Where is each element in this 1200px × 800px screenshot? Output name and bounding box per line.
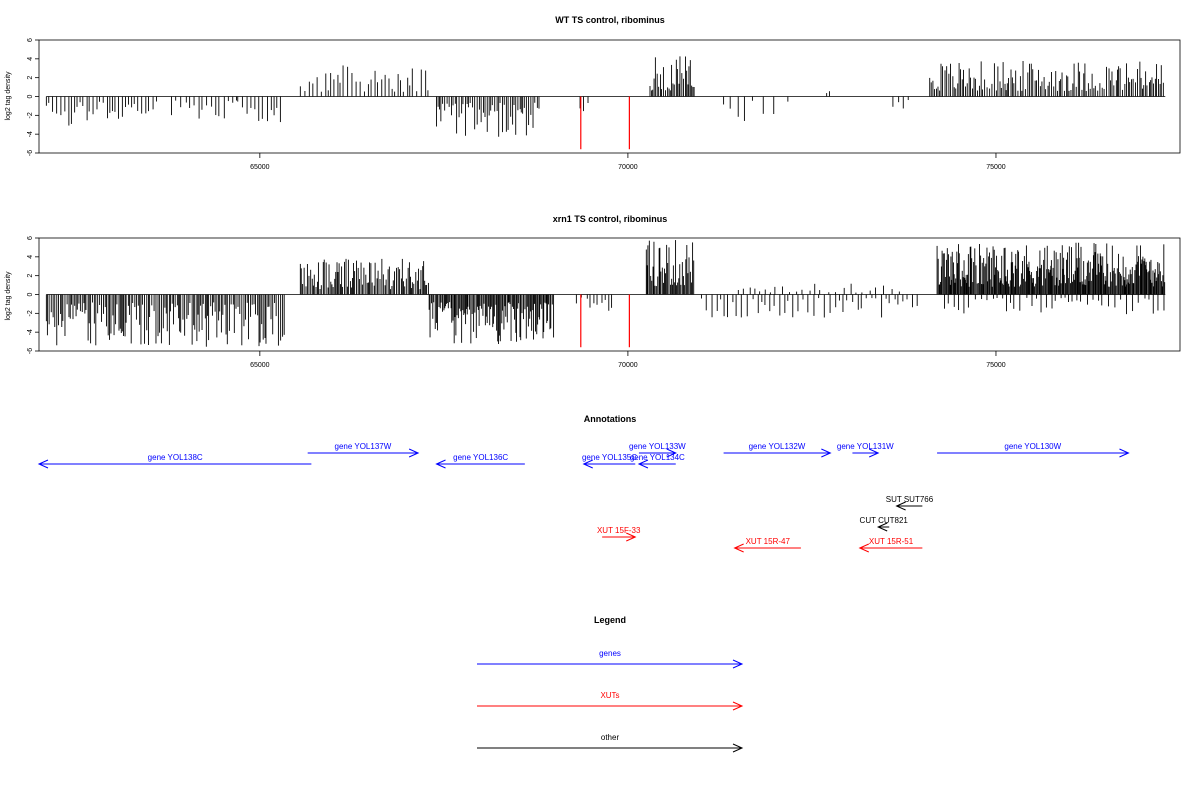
feature-arrowhead — [876, 522, 888, 532]
feature-gene-yol137w: gene YOL137W — [307, 442, 420, 458]
feature-label: gene YOL133W — [629, 442, 686, 451]
xrn1-y-axis: -6 -4 -2 0 2 4 6 — [27, 236, 39, 354]
feature-gene-yol130w: gene YOL130W — [937, 442, 1130, 458]
legend-entry-genes: genes — [477, 649, 744, 669]
feature-cut-cut821: CUT CUT821 — [860, 516, 909, 532]
feature-label: XUT 15F-33 — [597, 526, 641, 535]
wt-y-axis: -6 -4 -2 0 2 4 6 — [27, 38, 39, 156]
feature-label: gene YOL131W — [837, 442, 894, 451]
feature-arrowhead — [435, 459, 446, 469]
annotation-features: gene YOL138C gene YOL137W gene YOL136C gene… — [37, 442, 1130, 553]
wt-bars — [45, 56, 1166, 150]
legend-label: other — [601, 733, 620, 742]
feature-label: gene YOL136C — [453, 453, 508, 462]
feature-label: gene YOL132W — [749, 442, 806, 451]
feature-arrowhead — [733, 543, 744, 553]
y-tick-label: 6 — [27, 38, 34, 42]
x-tick-label: 70000 — [618, 164, 638, 171]
x-tick-label: 65000 — [250, 164, 270, 171]
legend-arrowhead — [732, 701, 744, 711]
legend-label: XUTs — [600, 691, 619, 700]
legend: Legend genes XUTs other — [477, 615, 744, 753]
xrn1-x-axis: 65000 70000 75000 — [250, 351, 1006, 369]
wt-density-panel: WT TS control, ribominus log2 tag densit… — [5, 15, 1181, 171]
feature-arrowhead — [1119, 448, 1130, 458]
y-tick-label: -4 — [27, 329, 34, 335]
feature-label: XUT 15R-51 — [869, 537, 914, 546]
feature-arrowhead — [666, 448, 677, 458]
feature-arrowhead — [582, 459, 593, 469]
y-tick-label: 2 — [27, 76, 34, 80]
y-tick-label: -6 — [27, 150, 34, 156]
feature-label: XUT 15R-47 — [746, 537, 791, 546]
feature-xut-15r-47: XUT 15R-47 — [733, 537, 801, 553]
annotations-title: Annotations — [584, 414, 637, 424]
feature-label: gene YOL134C — [630, 453, 685, 462]
feature-label: gene YOL137W — [335, 442, 392, 451]
y-tick-label: -6 — [27, 348, 34, 354]
xrn1-density-panel: xrn1 TS control, ribominus log2 tag dens… — [5, 214, 1181, 369]
feature-xut-15r-51: XUT 15R-51 — [858, 537, 923, 553]
x-tick-label: 75000 — [986, 164, 1006, 171]
feature-gene-yol136c: gene YOL136C — [435, 453, 525, 469]
feature-arrowhead — [868, 448, 880, 458]
y-tick-label: 6 — [27, 236, 34, 240]
feature-arrowhead — [626, 532, 637, 542]
feature-gene-yol131w: gene YOL131W — [837, 442, 894, 458]
feature-sut-sut766: SUT SUT766 — [886, 495, 934, 511]
wt-panel-title: WT TS control, ribominus — [555, 15, 665, 25]
xrn1-y-axis-label: log2 tag density — [5, 271, 12, 321]
y-tick-label: 0 — [27, 292, 34, 296]
feature-xut-15f-33: XUT 15F-33 — [597, 526, 641, 542]
feature-gene-yol132w: gene YOL132W — [723, 442, 832, 458]
xrn1-panel-title: xrn1 TS control, ribominus — [553, 214, 668, 224]
x-tick-label: 70000 — [618, 362, 638, 369]
legend-arrowhead — [732, 743, 744, 753]
y-tick-label: 4 — [27, 57, 34, 61]
feature-gene-yol135c: gene YOL135C — [582, 453, 637, 469]
feature-label: SUT SUT766 — [886, 495, 934, 504]
legend-title: Legend — [594, 615, 626, 625]
legend-entries: genes XUTs other — [477, 649, 744, 753]
y-tick-label: 0 — [27, 94, 34, 98]
feature-arrowhead — [408, 448, 420, 458]
feature-arrowhead — [895, 501, 906, 511]
y-tick-label: 4 — [27, 255, 34, 259]
feature-arrowhead — [637, 459, 649, 469]
feature-label: gene YOL138C — [148, 453, 203, 462]
xrn1-bars — [45, 240, 1166, 348]
feature-arrowhead — [37, 459, 49, 469]
legend-entry-other: other — [477, 733, 744, 753]
legend-entry-xuts: XUTs — [477, 691, 744, 711]
y-tick-label: -4 — [27, 131, 34, 137]
feature-arrowhead — [821, 448, 832, 458]
legend-arrowhead — [732, 659, 744, 669]
y-tick-label: 2 — [27, 274, 34, 278]
feature-arrowhead — [858, 543, 869, 553]
y-tick-label: -2 — [27, 112, 34, 118]
x-tick-label: 75000 — [986, 362, 1006, 369]
feature-label: CUT CUT821 — [860, 516, 909, 525]
y-tick-label: -2 — [27, 310, 34, 316]
feature-gene-yol133w: gene YOL133W — [629, 442, 686, 458]
feature-gene-yol134c: gene YOL134C — [630, 453, 685, 469]
feature-label: gene YOL135C — [582, 453, 637, 462]
feature-gene-yol138c: gene YOL138C — [37, 453, 312, 469]
wt-x-axis: 65000 70000 75000 — [250, 153, 1006, 171]
legend-label: genes — [599, 649, 621, 658]
feature-label: gene YOL130W — [1004, 442, 1061, 451]
wt-y-axis-label: log2 tag density — [5, 71, 12, 121]
x-tick-label: 65000 — [250, 362, 270, 369]
